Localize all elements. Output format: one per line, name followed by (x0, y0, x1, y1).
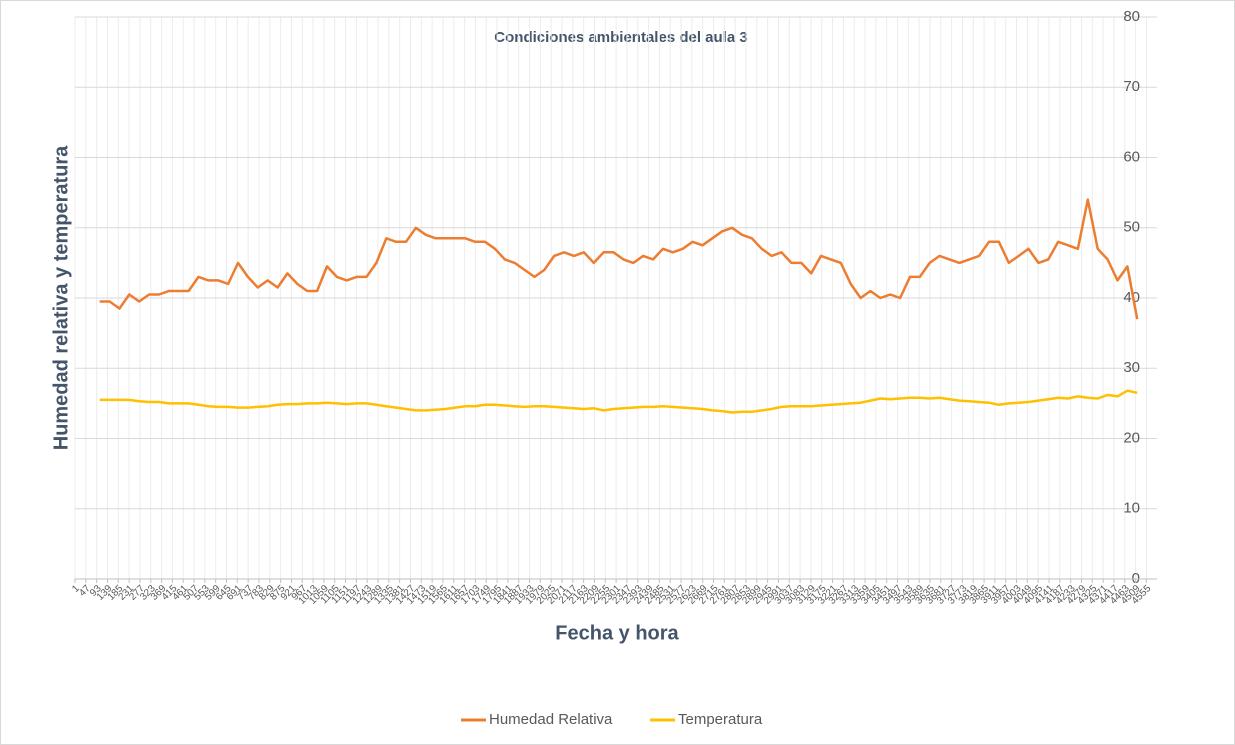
data-line (99, 389, 1138, 414)
y-axis-title: Humedad relativa y temperatura (50, 145, 72, 450)
chart-title: Condiciones ambientales del aula 3 (494, 29, 747, 46)
legend-label: Temperatura (678, 711, 763, 728)
y-tick-label: 50 (1123, 219, 1140, 236)
data-line (99, 198, 1139, 320)
y-tick-label: 70 (1123, 78, 1140, 95)
legend-label: Humedad Relativa (489, 711, 613, 728)
x-axis-title: Fecha y hora (555, 622, 679, 644)
y-tick-label: 10 (1123, 500, 1140, 517)
y-tick-label: 0 (1132, 570, 1140, 587)
y-tick-label: 60 (1123, 148, 1140, 165)
y-tick-label: 20 (1123, 429, 1140, 446)
y-tick-label: 80 (1123, 8, 1140, 25)
y-tick-label: 40 (1123, 289, 1140, 306)
y-tick-label: 30 (1123, 359, 1140, 376)
